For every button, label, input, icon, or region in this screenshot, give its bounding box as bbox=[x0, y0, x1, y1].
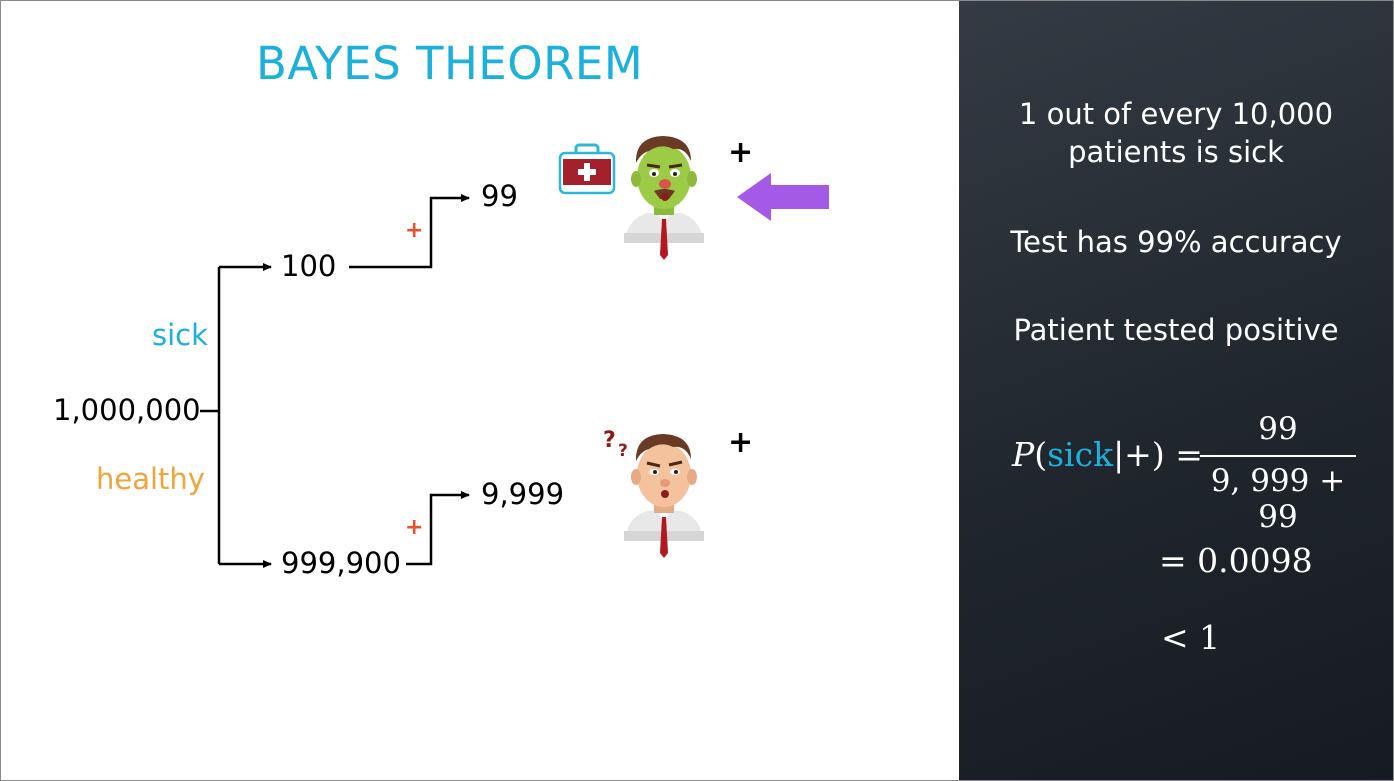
question-marks-icon: ? ? bbox=[603, 428, 628, 459]
sick-count: 100 bbox=[281, 249, 337, 283]
formula-given-positive: |+) = bbox=[1113, 435, 1203, 474]
result-sign: + bbox=[728, 135, 754, 170]
positive-test-sign: + bbox=[405, 515, 424, 540]
fact-prevalence-line-2: patients is sick bbox=[1068, 135, 1284, 169]
formula-p: P bbox=[1012, 435, 1035, 474]
formula-result: = 0.0098 bbox=[1159, 541, 1313, 580]
healthy-branch-label: healthy bbox=[96, 462, 205, 496]
svg-text:?: ? bbox=[618, 441, 628, 459]
positive-test-sign: + bbox=[405, 218, 424, 243]
healthy-positive-count: 9,999 bbox=[481, 477, 565, 511]
sick-patient-icon bbox=[624, 136, 704, 260]
confused-patient-icon bbox=[624, 434, 704, 558]
formula-numerator: 99 bbox=[1258, 411, 1298, 447]
formula-comparison: < 1 bbox=[1161, 618, 1221, 657]
fact-positive-test: Patient tested positive bbox=[1013, 313, 1339, 347]
formula-denominator: 9, 999 + 99 bbox=[1210, 463, 1346, 535]
fact-prevalence-line-1: 1 out of every 10,000 bbox=[1018, 97, 1334, 131]
left-arrow-icon bbox=[737, 173, 829, 221]
formula-lhs: P(sick|+) = bbox=[1012, 435, 1203, 474]
root-count: 1,000,000 bbox=[53, 393, 201, 427]
fraction-bar bbox=[1200, 455, 1356, 457]
formula-open-paren: ( bbox=[1034, 435, 1048, 474]
svg-text:?: ? bbox=[603, 428, 616, 453]
result-sign: + bbox=[728, 425, 754, 460]
medical-kit-icon bbox=[558, 143, 616, 195]
page-title: BAYES THEOREM bbox=[256, 37, 644, 90]
facts-panel: 1 out of every 10,000 patients is sick T… bbox=[959, 1, 1393, 780]
tree-connectors bbox=[200, 194, 470, 568]
formula-fraction: 99 9, 999 + 99 bbox=[1200, 411, 1356, 535]
fact-accuracy: Test has 99% accuracy bbox=[1010, 225, 1342, 259]
healthy-count: 999,900 bbox=[281, 546, 401, 580]
sick-positive-count: 99 bbox=[481, 179, 518, 213]
formula-sick: sick bbox=[1047, 435, 1114, 474]
sick-branch-label: sick bbox=[152, 318, 208, 352]
tree-panel: BAYES THEOREM 1,000,000 sick healthy 100 bbox=[1, 1, 959, 780]
